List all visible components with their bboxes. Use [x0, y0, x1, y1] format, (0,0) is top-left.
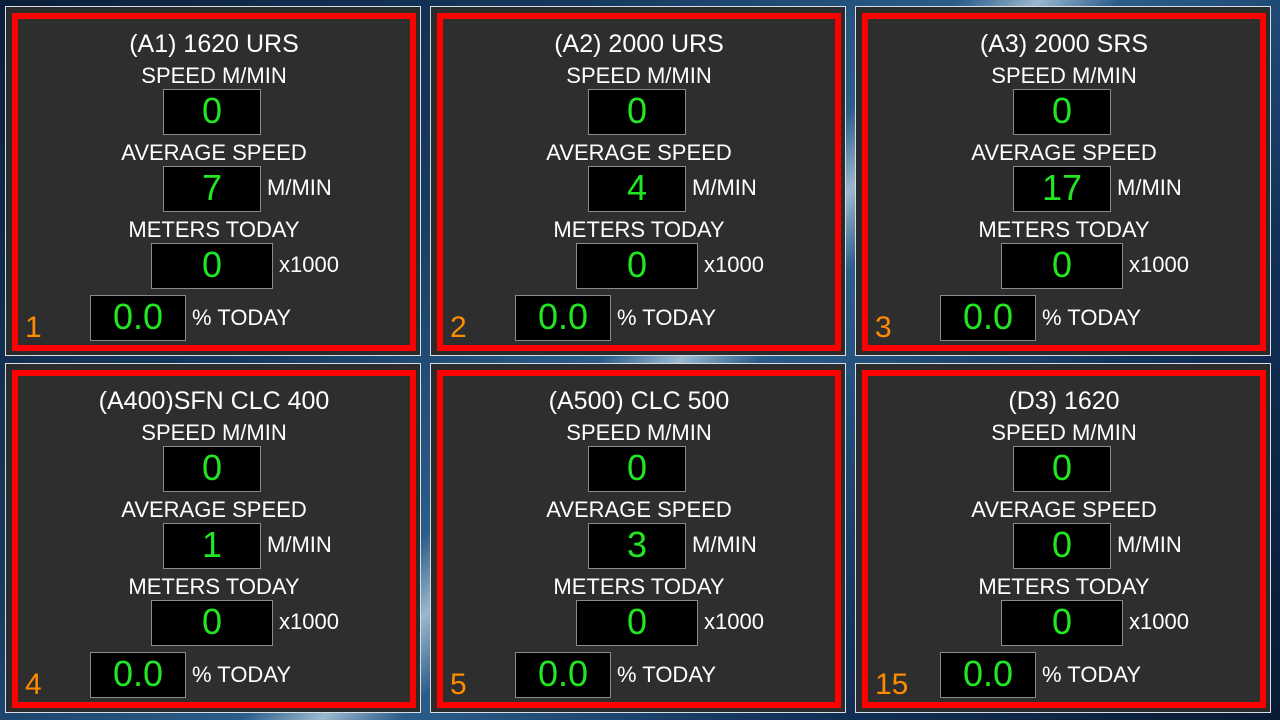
machine-title: (A1) 1620 URS [129, 30, 299, 58]
meters-today-label: METERS TODAY [128, 217, 300, 242]
meters-today-value: 0 [1001, 243, 1123, 289]
avg-speed-unit: M/MIN [267, 175, 332, 200]
machine-title: (A3) 2000 SRS [979, 30, 1149, 58]
percent-today-value: 0.0 [90, 652, 186, 698]
speed-label: SPEED M/MIN [141, 63, 287, 88]
percent-today-value: 0.0 [940, 652, 1036, 698]
panel-frame: (A2) 2000 URS SPEED M/MIN 0 AVERAGE SPEE… [437, 13, 841, 351]
percent-today-value: 0.0 [515, 295, 611, 341]
panel-frame: (D3) 1620 SPEED M/MIN 0 AVERAGE SPEED 0 … [862, 370, 1266, 708]
speed-value: 0 [163, 89, 261, 135]
panel-frame: (A3) 2000 SRS SPEED M/MIN 0 AVERAGE SPEE… [862, 13, 1266, 351]
meters-today-label: METERS TODAY [978, 574, 1150, 599]
percent-today-label: % TODAY [1042, 662, 1142, 687]
avg-speed-unit: M/MIN [692, 532, 757, 557]
speed-value: 0 [163, 446, 261, 492]
meters-today-value: 0 [151, 600, 273, 646]
avg-speed-label: AVERAGE SPEED [121, 497, 307, 522]
speed-label: SPEED M/MIN [566, 420, 712, 445]
panel-index: 3 [875, 311, 892, 344]
percent-today-label: % TODAY [1042, 305, 1142, 330]
panel-frame: (A500) CLC 500 SPEED M/MIN 0 AVERAGE SPE… [437, 370, 841, 708]
meters-today-label: METERS TODAY [553, 574, 725, 599]
panel-index: 1 [25, 311, 42, 344]
avg-speed-label: AVERAGE SPEED [546, 140, 732, 165]
avg-speed-value: 7 [163, 166, 261, 212]
speed-value: 0 [1013, 446, 1111, 492]
percent-today-label: % TODAY [617, 662, 717, 687]
meters-today-value: 0 [1001, 600, 1123, 646]
machine-title: (A400)SFN CLC 400 [98, 387, 330, 415]
speed-value: 0 [1013, 89, 1111, 135]
speed-label: SPEED M/MIN [991, 420, 1137, 445]
meters-today-value: 0 [151, 243, 273, 289]
meters-unit: x1000 [704, 609, 764, 634]
meters-unit: x1000 [704, 252, 764, 277]
meters-today-label: METERS TODAY [978, 217, 1150, 242]
panel-frame: (A400)SFN CLC 400 SPEED M/MIN 0 AVERAGE … [12, 370, 416, 708]
avg-speed-value: 4 [588, 166, 686, 212]
machine-title: (A2) 2000 URS [554, 30, 724, 58]
meters-today-label: METERS TODAY [128, 574, 300, 599]
machine-panel-d3: (D3) 1620 SPEED M/MIN 0 AVERAGE SPEED 0 … [855, 363, 1271, 713]
speed-label: SPEED M/MIN [141, 420, 287, 445]
panel-index: 2 [450, 311, 467, 344]
avg-speed-unit: M/MIN [692, 175, 757, 200]
percent-today-value: 0.0 [515, 652, 611, 698]
avg-speed-value: 1 [163, 523, 261, 569]
panel-index: 4 [25, 668, 42, 701]
machine-panel-a500: (A500) CLC 500 SPEED M/MIN 0 AVERAGE SPE… [430, 363, 846, 713]
meters-today-value: 0 [576, 243, 698, 289]
meters-unit: x1000 [1129, 252, 1189, 277]
avg-speed-value: 3 [588, 523, 686, 569]
percent-today-label: % TODAY [617, 305, 717, 330]
avg-speed-value: 17 [1013, 166, 1111, 212]
avg-speed-unit: M/MIN [267, 532, 332, 557]
speed-label: SPEED M/MIN [991, 63, 1137, 88]
avg-speed-label: AVERAGE SPEED [971, 140, 1157, 165]
avg-speed-unit: M/MIN [1117, 532, 1182, 557]
avg-speed-label: AVERAGE SPEED [546, 497, 732, 522]
speed-value: 0 [588, 446, 686, 492]
machine-title: (A500) CLC 500 [548, 387, 730, 415]
meters-today-value: 0 [576, 600, 698, 646]
avg-speed-unit: M/MIN [1117, 175, 1182, 200]
meters-unit: x1000 [279, 609, 339, 634]
meters-unit: x1000 [1129, 609, 1189, 634]
machine-panel-a3: (A3) 2000 SRS SPEED M/MIN 0 AVERAGE SPEE… [855, 6, 1271, 356]
panel-index: 15 [875, 668, 909, 701]
speed-label: SPEED M/MIN [566, 63, 712, 88]
percent-today-label: % TODAY [192, 305, 292, 330]
percent-today-label: % TODAY [192, 662, 292, 687]
machine-title: (D3) 1620 [1008, 387, 1120, 415]
machine-panel-a400: (A400)SFN CLC 400 SPEED M/MIN 0 AVERAGE … [5, 363, 421, 713]
panel-index: 5 [450, 668, 467, 701]
avg-speed-label: AVERAGE SPEED [971, 497, 1157, 522]
percent-today-value: 0.0 [90, 295, 186, 341]
meters-unit: x1000 [279, 252, 339, 277]
machine-panel-a1: (A1) 1620 URS SPEED M/MIN 0 AVERAGE SPEE… [5, 6, 421, 356]
avg-speed-label: AVERAGE SPEED [121, 140, 307, 165]
panel-frame: (A1) 1620 URS SPEED M/MIN 0 AVERAGE SPEE… [12, 13, 416, 351]
percent-today-value: 0.0 [940, 295, 1036, 341]
meters-today-label: METERS TODAY [553, 217, 725, 242]
speed-value: 0 [588, 89, 686, 135]
machine-panel-a2: (A2) 2000 URS SPEED M/MIN 0 AVERAGE SPEE… [430, 6, 846, 356]
avg-speed-value: 0 [1013, 523, 1111, 569]
